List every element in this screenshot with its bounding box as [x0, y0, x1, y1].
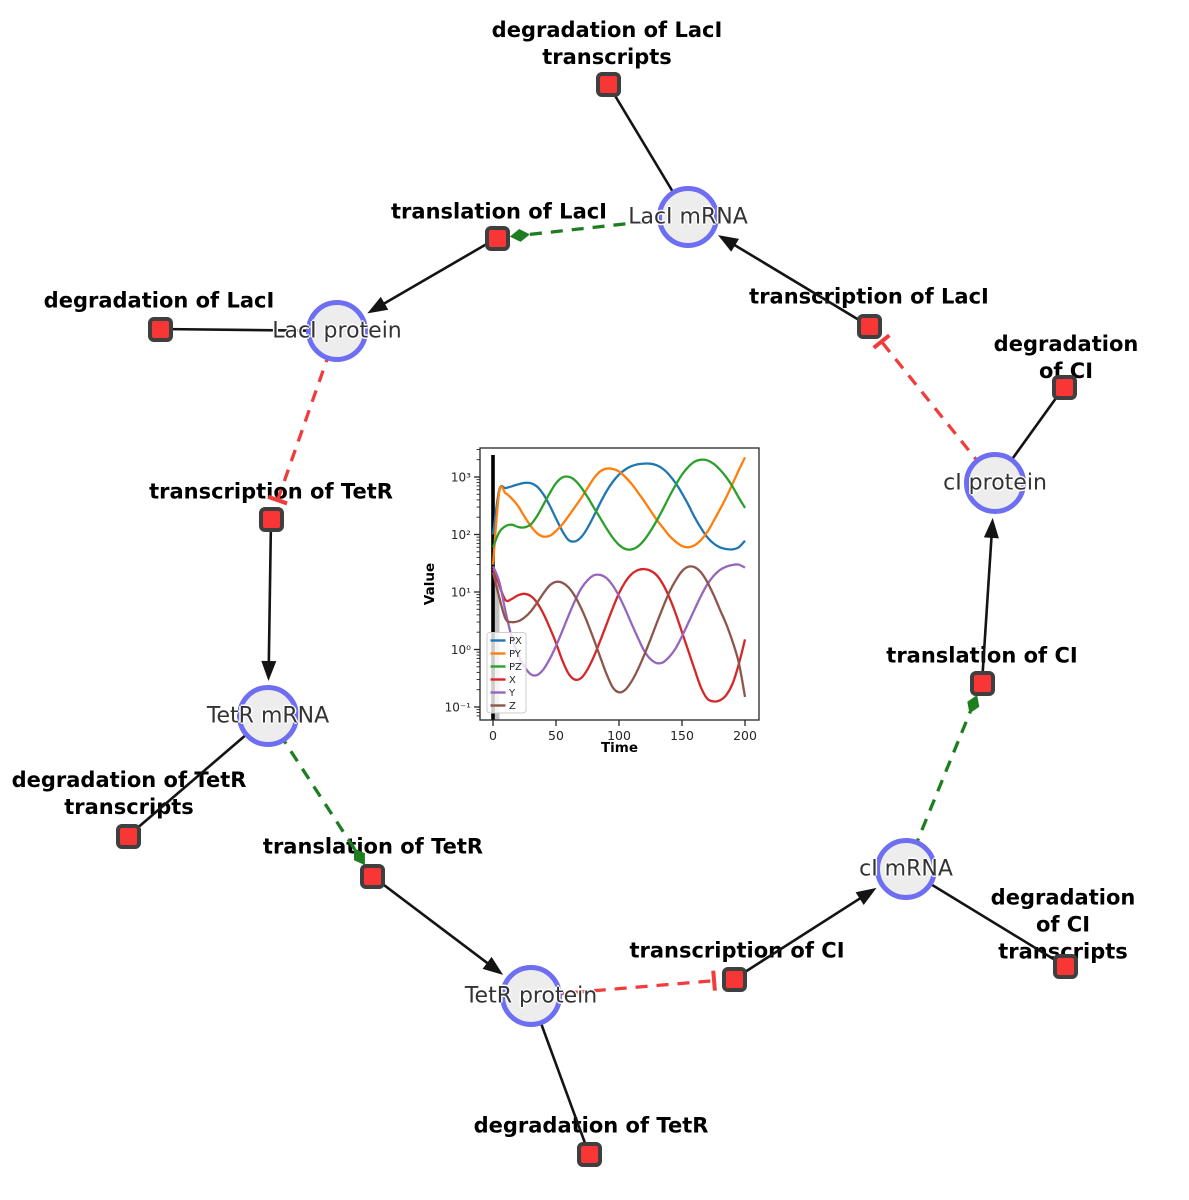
- species-label-tetr-mrna: TetR mRNA: [206, 703, 330, 729]
- reaction-label-deg-laci: degradation of LacI: [43, 288, 275, 313]
- reaction-node-translation-laci[interactable]: [484, 225, 510, 251]
- reaction-node-deg-laci[interactable]: [147, 316, 173, 342]
- species-label-ci-protein: cI protein: [943, 470, 1047, 496]
- species-node-ci-mrna[interactable]: [875, 838, 937, 900]
- reaction-label-deg-laci-transcripts: degradation of LacI transcripts: [491, 18, 723, 69]
- species-label-laci-protein: LacI protein: [272, 318, 402, 344]
- species-node-laci-protein[interactable]: [306, 300, 368, 362]
- reaction-node-deg-tetr[interactable]: [576, 1141, 602, 1167]
- reaction-node-deg-ci-transcripts[interactable]: [1052, 953, 1078, 979]
- reaction-node-translation-tetr[interactable]: [359, 863, 385, 889]
- species-label-tetr-protein: TetR protein: [464, 983, 598, 1009]
- reaction-label-deg-tetr: degradation of TetR: [473, 1113, 709, 1138]
- reaction-node-deg-ci[interactable]: [1051, 374, 1077, 400]
- species-node-tetr-protein[interactable]: [500, 965, 562, 1027]
- reaction-label-translation-ci: translation of CI: [886, 643, 1078, 668]
- species-label-ci-mrna: cI mRNA: [859, 856, 953, 882]
- reaction-node-deg-tetr-transcripts[interactable]: [115, 823, 141, 849]
- reaction-node-transcription-laci[interactable]: [856, 313, 882, 339]
- reaction-node-deg-laci-transcripts[interactable]: [595, 71, 621, 97]
- species-node-tetr-mrna[interactable]: [237, 685, 299, 747]
- reaction-node-transcription-tetr[interactable]: [258, 506, 284, 532]
- reaction-node-translation-ci[interactable]: [969, 670, 995, 696]
- reaction-node-transcription-ci[interactable]: [721, 966, 747, 992]
- reaction-label-deg-ci: degradation of CI: [993, 332, 1139, 383]
- species-node-ci-protein[interactable]: [964, 452, 1026, 514]
- species-label-laci-mrna: LacI mRNA: [628, 204, 748, 230]
- species-node-laci-mrna[interactable]: [657, 186, 719, 248]
